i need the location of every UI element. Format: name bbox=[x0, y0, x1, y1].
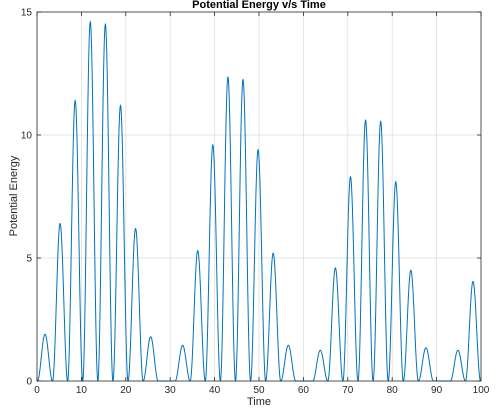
x-tick-label: 20 bbox=[120, 385, 132, 396]
x-tick-label: 60 bbox=[298, 385, 310, 396]
grid bbox=[37, 12, 481, 381]
y-tick-label: 0 bbox=[26, 377, 32, 388]
x-tick-label: 40 bbox=[209, 385, 221, 396]
series-line bbox=[37, 20, 481, 382]
tick-labels: 0 10 20 30 40 50 60 70 80 90 100 0 5 10 15 bbox=[21, 8, 490, 397]
x-tick-label: 0 bbox=[34, 385, 40, 396]
x-tick-label: 90 bbox=[431, 385, 443, 396]
x-tick-label: 80 bbox=[387, 385, 399, 396]
ticks bbox=[36, 11, 482, 382]
x-tick-label: 10 bbox=[76, 385, 88, 396]
x-tick-label: 50 bbox=[253, 385, 265, 396]
y-tick-label: 15 bbox=[21, 8, 33, 19]
x-tick-label: 100 bbox=[473, 385, 490, 396]
y-tick-label: 5 bbox=[26, 254, 32, 265]
chart-title: Potential Energy v/s Time bbox=[192, 0, 326, 11]
y-tick-label: 10 bbox=[21, 131, 33, 142]
x-tick-label: 70 bbox=[342, 385, 354, 396]
y-axis-label: Potential Energy bbox=[8, 155, 20, 236]
x-tick-label: 30 bbox=[165, 385, 177, 396]
x-axis-label: Time bbox=[247, 396, 271, 408]
